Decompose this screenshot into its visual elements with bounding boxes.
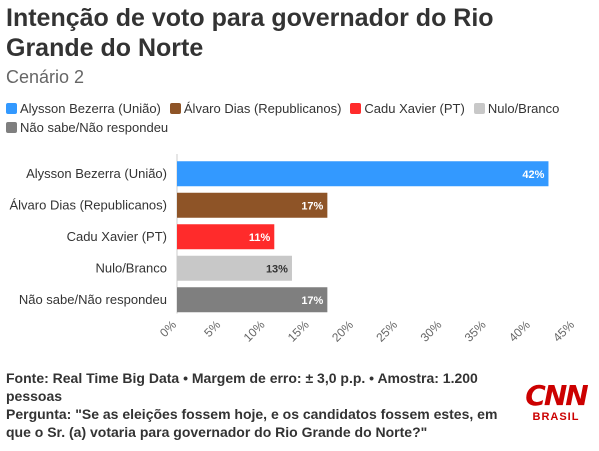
category-label: Cadu Xavier (PT) xyxy=(67,229,167,244)
bar xyxy=(177,161,549,187)
data-label: 17% xyxy=(301,295,323,307)
legend-swatch xyxy=(6,122,17,133)
source-note: Fonte: Real Time Big Data • Margem de er… xyxy=(6,370,478,404)
data-label: 11% xyxy=(249,232,271,244)
legend-label: Alysson Bezerra (União) xyxy=(20,101,161,116)
x-tick-label: 45% xyxy=(550,317,577,344)
legend: Alysson Bezerra (União) Álvaro Dias (Rep… xyxy=(6,101,591,135)
legend-label: Nulo/Branco xyxy=(487,101,560,116)
x-tick-label: 20% xyxy=(329,317,356,344)
legend-swatch xyxy=(473,103,485,114)
category-label: Nulo/Branco xyxy=(95,260,167,275)
legend-item-cadu[interactable]: Cadu Xavier (PT) xyxy=(350,101,465,116)
x-tick-label: 0% xyxy=(157,317,179,339)
logo-cnn-text: CNN xyxy=(525,379,588,412)
data-label: 42% xyxy=(522,169,544,181)
x-tick-label: 25% xyxy=(373,317,400,344)
cnn-brasil-logo: CNN BRASIL xyxy=(521,381,591,427)
data-label: 17% xyxy=(301,200,323,212)
bar xyxy=(177,224,275,250)
bar xyxy=(177,255,292,281)
logo-brasil-text: BRASIL xyxy=(532,411,580,423)
legend-swatch xyxy=(6,103,17,114)
bar-chart: Alysson Bezerra (União) 42% Álvaro Dias (R… xyxy=(9,154,577,345)
legend-item-nulo[interactable]: Nulo/Branco xyxy=(473,101,560,116)
legend-label: Álvaro Dias (Republicanos) xyxy=(183,101,342,116)
chart-title: Intenção de voto para governador do Rio … xyxy=(6,4,494,62)
legend-item-nao-sabe[interactable]: Não sabe/Não respondeu xyxy=(6,120,168,135)
legend-label: Não sabe/Não respondeu xyxy=(20,120,169,135)
category-label: Não sabe/Não respondeu xyxy=(19,292,167,307)
x-tick-label: 15% xyxy=(285,317,312,344)
x-tick-label: 35% xyxy=(462,317,489,344)
footer: Fonte: Real Time Big Data • Margem de er… xyxy=(6,369,516,441)
x-tick-label: 30% xyxy=(418,317,445,344)
x-tick-label: 5% xyxy=(201,317,223,339)
data-label: 13% xyxy=(266,263,288,275)
x-tick-label: 10% xyxy=(241,317,268,344)
legend-swatch xyxy=(169,103,181,114)
legend-item-alvaro[interactable]: Álvaro Dias (Republicanos) xyxy=(169,101,342,116)
question-note: Pergunta: "Se as eleições fossem hoje, e… xyxy=(6,406,498,440)
bar xyxy=(177,192,328,218)
category-label: Álvaro Dias (Republicanos) xyxy=(9,197,167,212)
legend-swatch xyxy=(350,103,362,114)
x-tick-label: 40% xyxy=(506,317,533,344)
legend-label: Cadu Xavier (PT) xyxy=(364,101,465,116)
chart-subtitle: Cenário 2 xyxy=(6,67,85,87)
legend-item-alysson[interactable]: Alysson Bezerra (União) xyxy=(6,101,161,116)
category-label: Alysson Bezerra (União) xyxy=(26,166,167,181)
bar xyxy=(177,287,328,313)
